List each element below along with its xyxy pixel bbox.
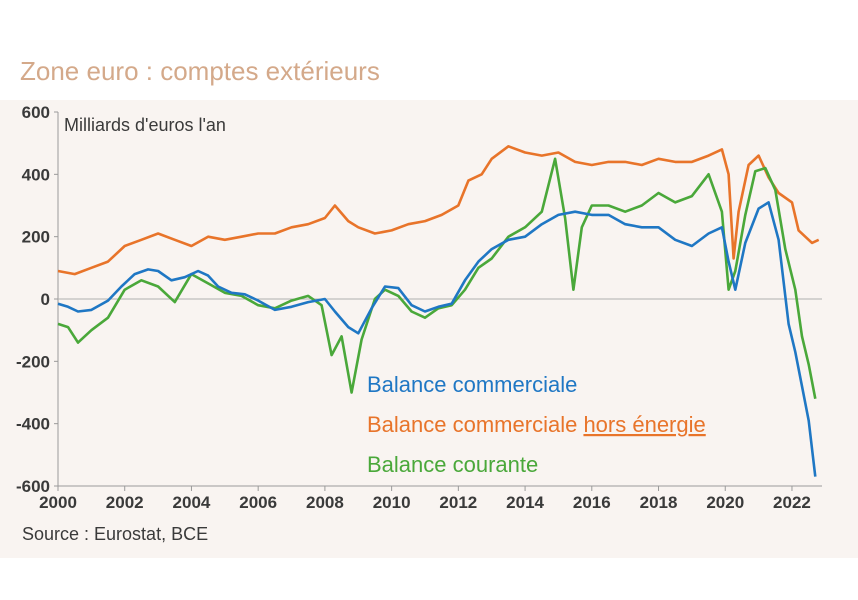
x-tick-label: 2022 — [773, 493, 811, 512]
x-tick-label: 2020 — [706, 493, 744, 512]
y-tick-label: 0 — [41, 290, 50, 309]
x-tick-label: 2012 — [439, 493, 477, 512]
y-tick-label: -200 — [16, 352, 50, 371]
x-tick-label: 2014 — [506, 493, 544, 512]
legend-item-hors-energie: Balance commerciale hors énergie — [367, 412, 706, 437]
x-tick-label: 2000 — [39, 493, 77, 512]
y-tick-label: 600 — [22, 103, 50, 122]
chart-title: Zone euro : comptes extérieurs — [20, 56, 380, 86]
series-line-2 — [57, 157, 817, 399]
x-tick-label: 2018 — [640, 493, 678, 512]
x-tick-label: 2008 — [306, 493, 344, 512]
x-tick-label: 2004 — [173, 493, 211, 512]
y-tick-label: -400 — [16, 415, 50, 434]
chart-panel: 600 400 200 0 -200 -400 -600 2000 2002 2004 2006 20… — [0, 100, 858, 558]
y-tick-label: 400 — [22, 165, 50, 184]
series-line-0 — [57, 201, 817, 477]
y-axis-label: Milliards d'euros l'an — [64, 115, 226, 135]
x-tick-label: 2006 — [239, 493, 277, 512]
legend-item-balance-courante: Balance courante — [367, 452, 538, 477]
series-line-1 — [57, 145, 820, 276]
x-tick-label: 2010 — [373, 493, 411, 512]
y-tick-label: 200 — [22, 228, 50, 247]
legend-underlined-text: hors énergie — [583, 412, 705, 437]
legend-item-balance-commerciale: Balance commerciale — [367, 372, 577, 397]
y-tick-label: -600 — [16, 477, 50, 496]
source-note: Source : Eurostat, BCE — [22, 524, 209, 544]
x-tick-label: 2002 — [106, 493, 144, 512]
x-tick-label: 2016 — [573, 493, 611, 512]
